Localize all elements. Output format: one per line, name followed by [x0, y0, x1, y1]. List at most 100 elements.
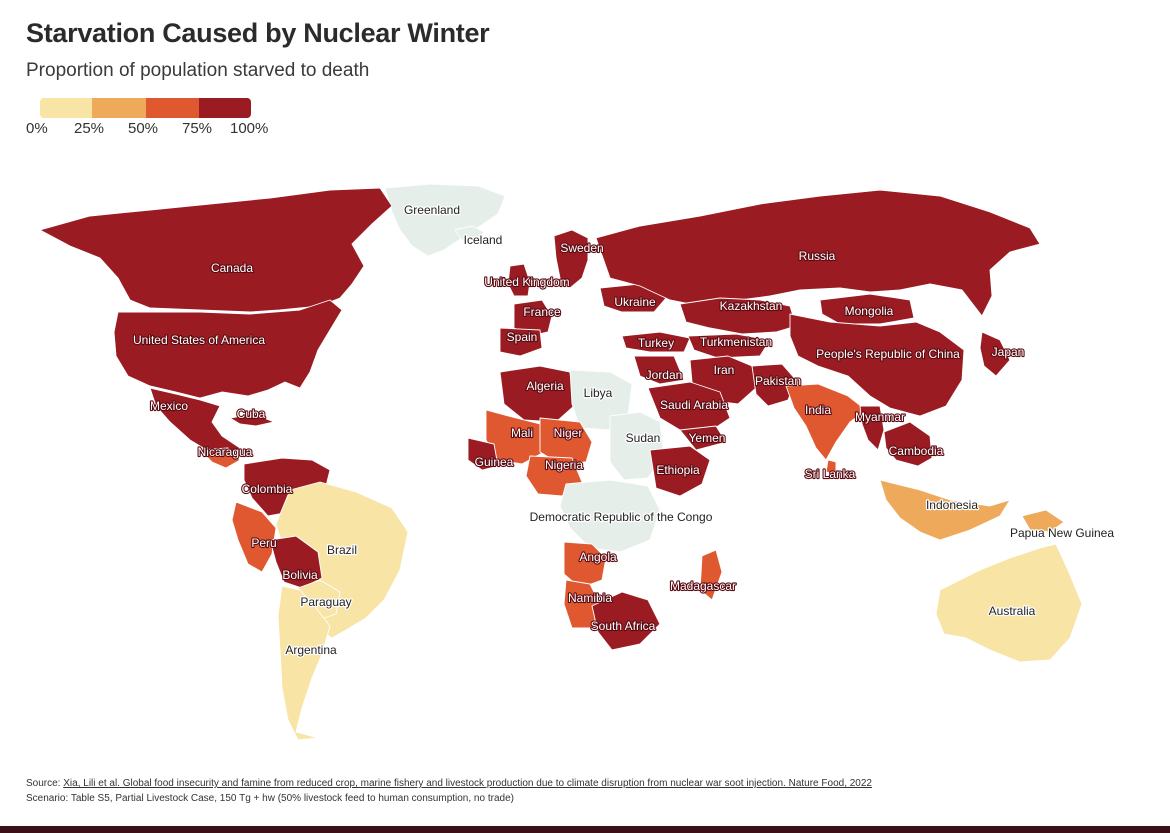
label-mali: Mali — [511, 426, 533, 440]
label-greenland: Greenland — [404, 203, 460, 217]
label-ukraine: Ukraine — [614, 295, 656, 309]
label-peru: Peru — [251, 536, 276, 550]
map-subtitle: Proportion of population starved to deat… — [26, 60, 370, 81]
country-namibia — [563, 579, 601, 629]
label-nicaragua: Nicaragua — [198, 445, 253, 459]
country-united-states-of-america — [113, 299, 343, 399]
label-sweden: Sweden — [560, 241, 603, 255]
country-myanmar — [859, 405, 885, 451]
country-turkmenistan — [687, 333, 771, 359]
label-russia: Russia — [799, 249, 836, 263]
country-madagascar — [699, 549, 723, 601]
country-sweden — [553, 229, 589, 289]
label-united-states-of-america: United States of America — [133, 333, 265, 347]
label-nigeria: Nigeria — [545, 458, 583, 472]
label-paraguay: Paraguay — [300, 595, 351, 609]
label-canada: Canada — [211, 261, 253, 275]
color-legend: 0% 25% 50% 75% 100% — [26, 96, 286, 140]
label-niger: Niger — [554, 426, 583, 440]
country-cuba — [229, 413, 275, 427]
country-spain — [499, 327, 543, 357]
country-united-kingdom — [507, 263, 531, 297]
legend-tick-25: 25% — [74, 120, 105, 137]
label-south-africa: South Africa — [591, 619, 656, 633]
label-yemen: Yemen — [689, 431, 726, 445]
label-sri-lanka: Sri Lanka — [805, 467, 856, 481]
label-india: India — [805, 403, 831, 417]
label-turkey: Turkey — [638, 336, 674, 350]
country-india — [785, 383, 867, 461]
label-turkmenistan: Turkmenistan — [700, 335, 772, 349]
country-algeria — [499, 365, 575, 423]
label-guinea: Guinea — [475, 455, 514, 469]
map-title: Starvation Caused by Nuclear Winter — [26, 18, 490, 48]
country-mongolia — [819, 293, 915, 325]
label-people-s-republic-of-china: People's Republic of China — [816, 347, 960, 361]
country-france — [513, 299, 553, 337]
label-indonesia: Indonesia — [926, 498, 978, 512]
label-myanmar: Myanmar — [855, 410, 905, 424]
legend-tick-75: 75% — [182, 120, 213, 137]
bottom-bar — [0, 826, 1170, 833]
label-spain: Spain — [507, 330, 538, 344]
label-madagascar: Madagascar — [670, 579, 736, 593]
country-kazakhstan — [679, 297, 797, 335]
label-mongolia: Mongolia — [845, 304, 894, 318]
label-united-kingdom: United Kingdom — [484, 275, 569, 289]
country-south-africa — [591, 591, 661, 651]
label-iran: Iran — [714, 363, 735, 377]
label-australia: Australia — [989, 604, 1036, 618]
label-japan: Japan — [992, 345, 1025, 359]
label-cuba: Cuba — [237, 407, 266, 421]
country-iceland — [454, 225, 485, 241]
country-mexico — [149, 387, 241, 455]
country-canada — [39, 187, 393, 313]
label-kazakhstan: Kazakhstan — [720, 299, 783, 313]
label-argentina: Argentina — [285, 643, 337, 657]
scenario-line: Scenario: Table S5, Partial Livestock Ca… — [26, 793, 514, 804]
country-turkey — [621, 331, 691, 353]
country-cambodia — [883, 421, 933, 467]
footer: Source: Xia, Lili et al. Global food ins… — [26, 776, 872, 806]
country-indonesia — [879, 479, 1011, 541]
label-iceland: Iceland — [464, 233, 503, 247]
label-ethiopia: Ethiopia — [656, 463, 700, 477]
country-jordan — [633, 355, 685, 385]
source-line: Source: Xia, Lili et al. Global food ins… — [26, 776, 872, 791]
label-jordan: Jordan — [646, 368, 683, 382]
label-angola: Angola — [579, 550, 617, 564]
label-democratic-republic-of-the-congo: Democratic Republic of the Congo — [530, 510, 713, 524]
label-mexico: Mexico — [150, 399, 188, 413]
country-sri-lanka — [825, 459, 837, 475]
label-papua-new-guinea: Papua New Guinea — [1010, 526, 1114, 540]
country-yemen — [679, 425, 727, 451]
legend-tick-100: 100% — [230, 120, 269, 137]
world-map-svg: Greenland Iceland Canada United States of A… — [39, 183, 1116, 741]
label-pakistan: Pakistan — [755, 374, 801, 388]
country-guinea — [467, 437, 499, 471]
label-libya: Libya — [584, 386, 613, 400]
label-colombia: Colombia — [242, 482, 293, 496]
country-nicaragua — [199, 447, 241, 469]
country-papua-new-guinea — [1021, 509, 1065, 533]
legend-swatch-50-75 — [146, 98, 199, 118]
legend-swatch-25-50 — [92, 98, 146, 118]
country-japan — [979, 331, 1011, 377]
country-niger — [539, 417, 593, 465]
label-algeria: Algeria — [526, 379, 564, 393]
world-map: Greenland Iceland Canada United States of A… — [0, 160, 1170, 760]
label-namibia: Namibia — [568, 591, 612, 605]
country-democratic-republic-of-the-congo — [559, 479, 661, 553]
legend-swatch-0-25 — [40, 98, 92, 118]
label-brazil: Brazil — [327, 543, 357, 557]
source-prefix: Source: — [26, 778, 64, 789]
label-sudan: Sudan — [626, 431, 661, 445]
source-link[interactable]: Xia, Lili et al. Global food insecurity … — [63, 778, 872, 789]
country-australia — [935, 543, 1083, 663]
country-peru — [231, 501, 277, 573]
label-france: France — [523, 305, 561, 319]
country-angola — [563, 541, 607, 589]
country-argentina — [277, 585, 331, 741]
country-saudi-arabia — [647, 381, 731, 431]
country-people-s-republic-of-china — [789, 313, 965, 417]
